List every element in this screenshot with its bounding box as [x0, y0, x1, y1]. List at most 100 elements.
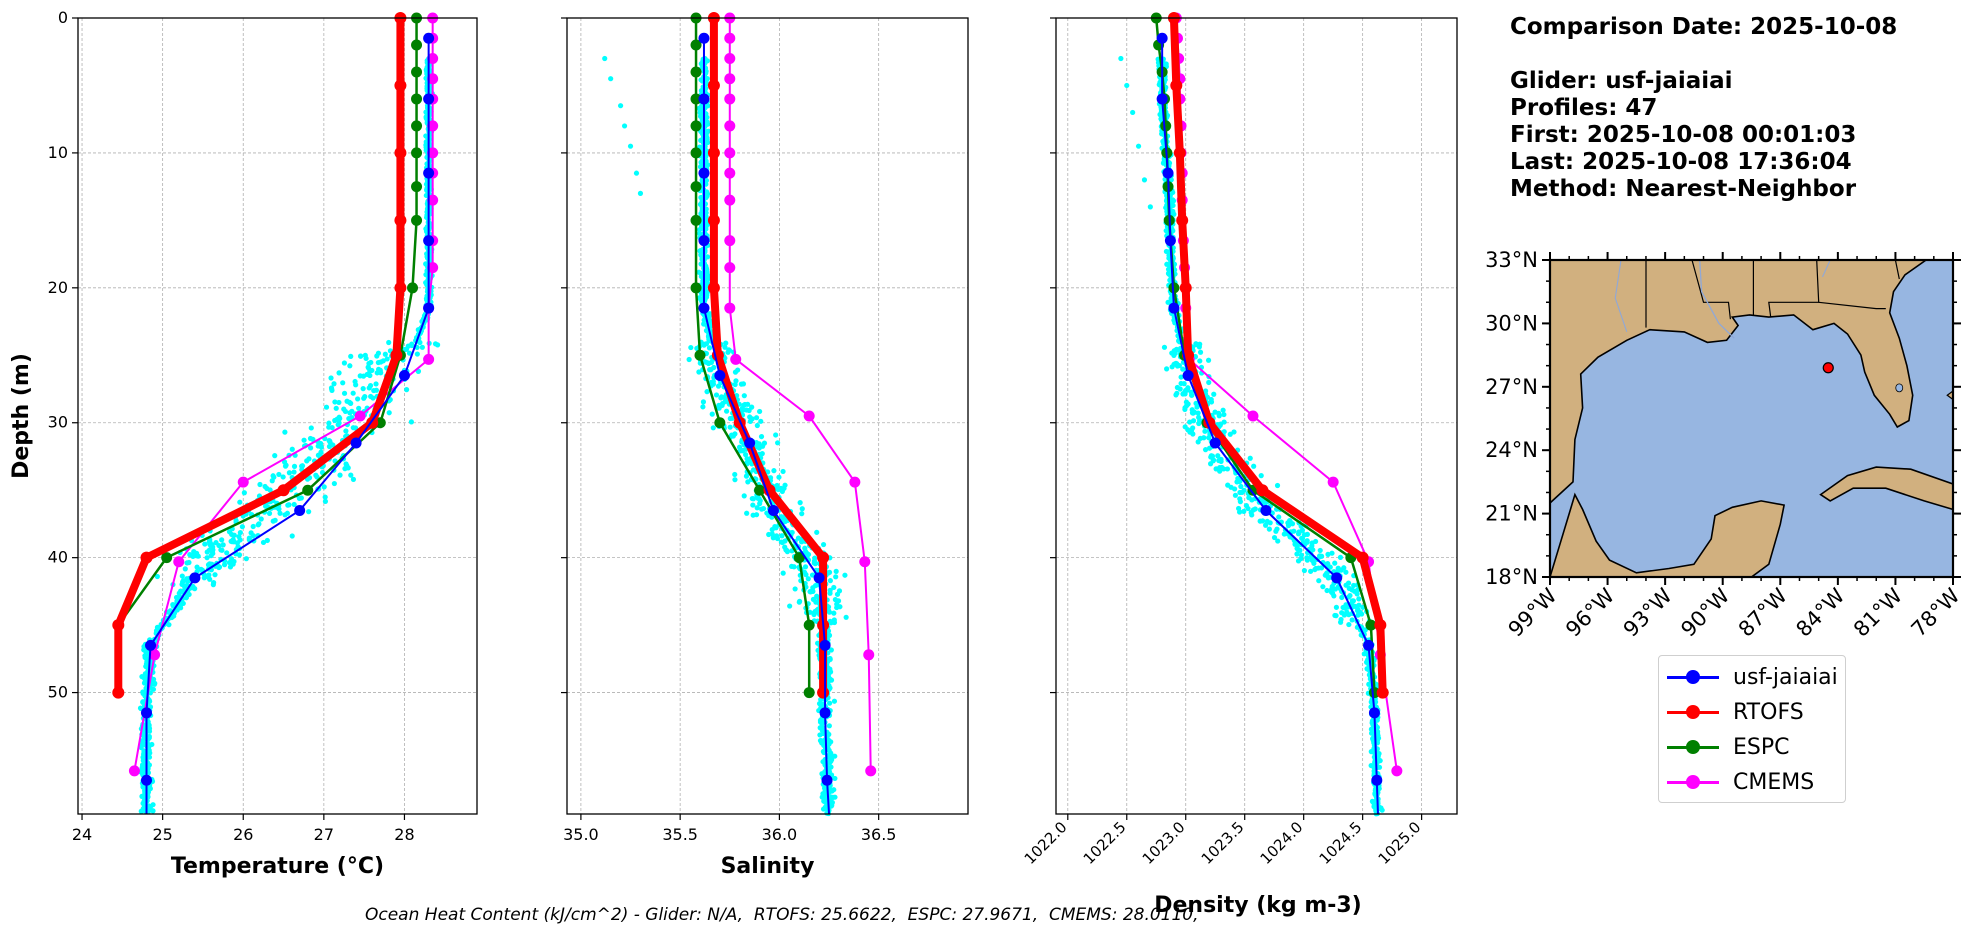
scatter-point [1338, 616, 1344, 623]
series-point [714, 370, 726, 382]
scatter-point [1118, 55, 1124, 62]
scatter-point [341, 406, 347, 412]
scatter-point [727, 415, 733, 422]
scatter-point [1313, 565, 1319, 572]
scatter-point [352, 425, 359, 431]
scatter-point [743, 473, 750, 479]
scatter-point [323, 404, 330, 410]
scatter-point [201, 575, 207, 581]
axes-frame [77, 17, 478, 815]
scatter-point [281, 459, 288, 465]
map-lon-label: 81°W [1849, 583, 1907, 641]
series-rtofs [112, 12, 407, 699]
scatter-point [1182, 405, 1188, 411]
map-lat-label: 33°N [1485, 248, 1538, 272]
scatter-point [220, 542, 226, 548]
series-point [819, 639, 831, 651]
scatter-point [367, 372, 373, 379]
scatter-point [1356, 596, 1362, 602]
scatter-point [408, 419, 415, 425]
scatter-point [336, 370, 342, 376]
scatter-point [771, 468, 777, 474]
scatter-point [831, 584, 837, 591]
scatter-point [1276, 514, 1282, 520]
scatter-point [1339, 594, 1345, 601]
series-line [1161, 38, 1379, 815]
series-point [411, 39, 423, 51]
series-point [698, 302, 710, 314]
x-tick-label: 1022.0 [1021, 818, 1071, 868]
scatter-point [1215, 453, 1221, 459]
scatter-point [1202, 428, 1208, 434]
scatter-point [722, 344, 728, 350]
series-point [128, 765, 140, 777]
scatter-point [688, 344, 694, 351]
series-point [394, 79, 407, 92]
scatter-point [710, 425, 716, 431]
scatter-point [1363, 650, 1370, 656]
series-point [724, 120, 736, 132]
scatter-point [315, 452, 322, 458]
scatter-point [1227, 431, 1233, 437]
scatter-point [1304, 538, 1310, 544]
series-point [145, 639, 157, 651]
series-usf-jaiaiai [1156, 32, 1383, 815]
scatter-point [380, 358, 386, 364]
scatter-point [787, 603, 793, 609]
series-point [1260, 504, 1272, 516]
scatter-point [602, 55, 608, 62]
scatter-point [1325, 551, 1331, 557]
series-point [394, 281, 407, 294]
series-point [724, 93, 736, 105]
series-point [427, 262, 439, 274]
map-frame [1548, 258, 1955, 579]
scatter-point [759, 451, 765, 457]
scatter-point [1185, 401, 1191, 407]
legend: usf-jaiaiai RTOFS ESPC CMEMS [1658, 655, 1846, 803]
scatter-point [827, 655, 833, 662]
scatter-point [329, 425, 335, 431]
series-point [803, 410, 815, 422]
scatter-point [371, 387, 377, 394]
comparison-date: Comparison Date: 2025-10-08 [1510, 14, 1898, 40]
scatter-point [803, 572, 809, 578]
x-axis-label: Density (kg m-3) [1154, 893, 1362, 918]
scatter-point [173, 594, 180, 601]
series-point [427, 147, 439, 159]
map-lon-label: 87°W [1734, 583, 1792, 641]
series-point [398, 370, 410, 382]
scatter-point [343, 428, 349, 434]
glider-name: Glider: usf-jaiaiai [1510, 68, 1733, 94]
series-point [1182, 370, 1194, 382]
scatter-point [821, 798, 827, 804]
series-point [698, 167, 710, 179]
scatter-point [350, 476, 357, 482]
scatter-point [723, 408, 730, 414]
scatter-point [730, 433, 736, 439]
map-lon-label: 99°W [1504, 583, 1562, 641]
series-point [793, 552, 805, 564]
series-point [1365, 619, 1377, 631]
scatter-point [1228, 484, 1234, 490]
scatter-point [1333, 613, 1339, 619]
series-point [690, 282, 702, 294]
scatter-point [264, 537, 270, 544]
series-point [1209, 437, 1221, 449]
scatter-point [820, 730, 826, 737]
scatter-point [1243, 503, 1250, 509]
scatter-point [704, 360, 711, 366]
series-point [427, 73, 439, 85]
scatter-point [761, 440, 768, 446]
scatter-point [1341, 612, 1347, 618]
series-point [754, 484, 766, 496]
legend-label-espc: ESPC [1733, 735, 1790, 760]
scatter-point [1185, 385, 1191, 391]
series-point [1164, 235, 1176, 247]
salinity-panel: 35.0 35.5 36.0 36.5 Salinity [561, 12, 969, 879]
series-point [149, 649, 161, 661]
scatter-point [827, 578, 833, 584]
scatter-point [1178, 380, 1184, 387]
scatter-point [1309, 543, 1315, 549]
scatter-point [1196, 344, 1202, 350]
scatter-point [805, 576, 811, 582]
